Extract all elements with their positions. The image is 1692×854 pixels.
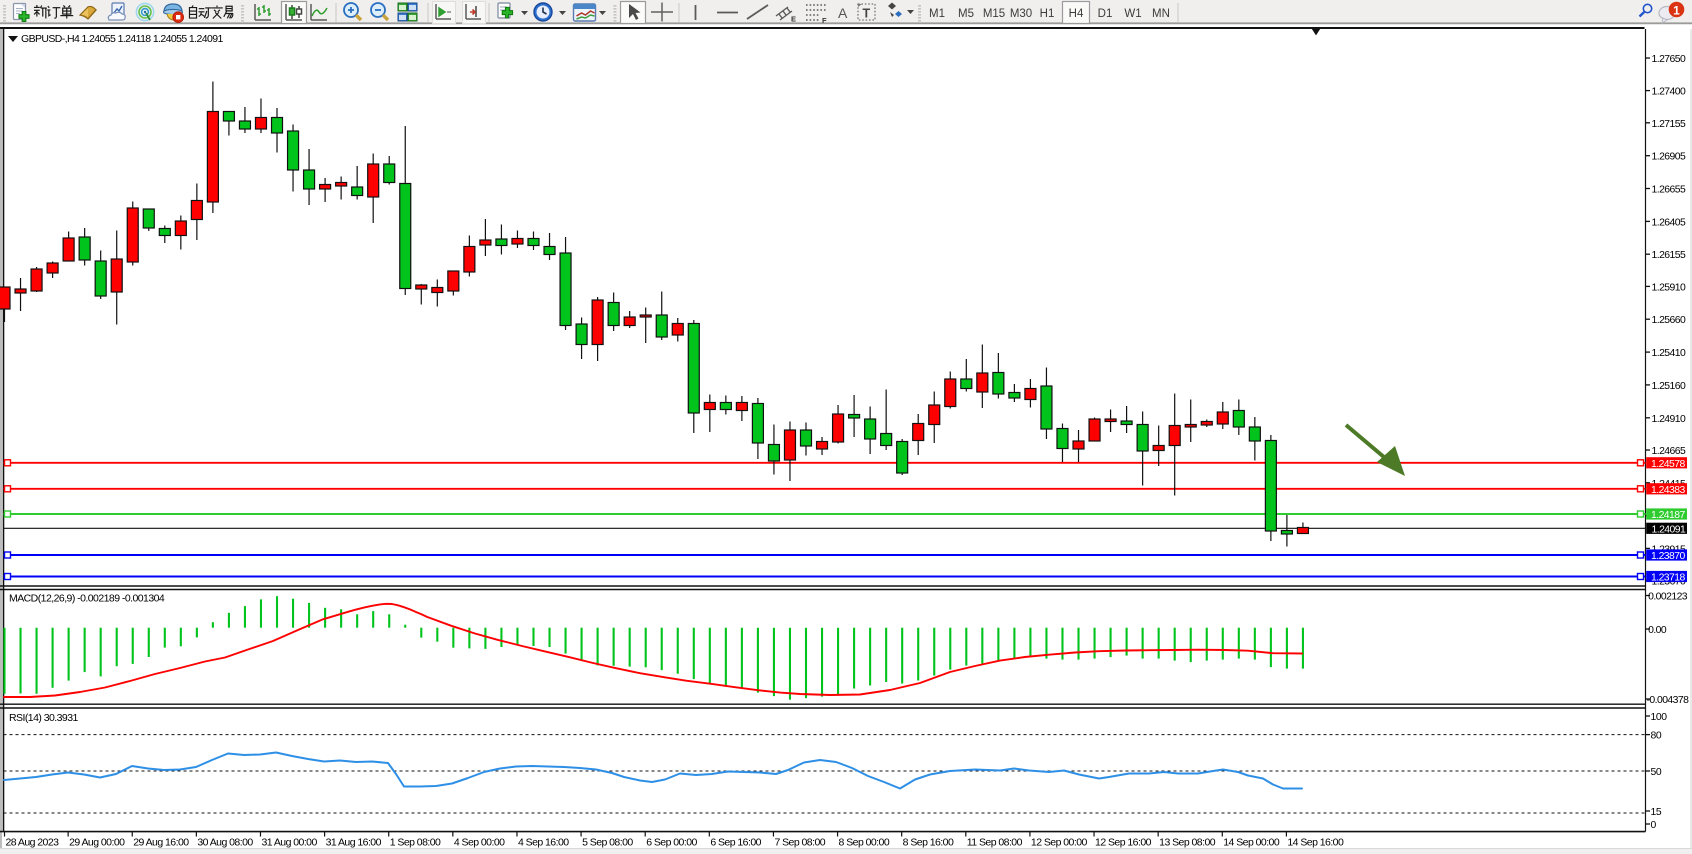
svg-text:1.26905: 1.26905 <box>1652 152 1686 163</box>
svg-text:11 Sep 08:00: 11 Sep 08:00 <box>967 837 1023 849</box>
svg-text:29 Aug 16:00: 29 Aug 16:00 <box>133 837 189 849</box>
svg-text:29 Aug 00:00: 29 Aug 00:00 <box>69 837 125 849</box>
svg-text:31 Aug 00:00: 31 Aug 00:00 <box>261 837 317 849</box>
svg-text:80: 80 <box>1651 731 1662 742</box>
svg-text:W1: W1 <box>1124 8 1141 20</box>
svg-text:100: 100 <box>1651 712 1668 723</box>
svg-text:1.26655: 1.26655 <box>1652 185 1686 196</box>
svg-text:5 Sep 08:00: 5 Sep 08:00 <box>582 837 633 849</box>
svg-text:1.24910: 1.24910 <box>1652 414 1686 425</box>
svg-text:A: A <box>838 5 848 21</box>
svg-text:1.25660: 1.25660 <box>1652 315 1686 326</box>
svg-text:D1: D1 <box>1098 8 1113 20</box>
svg-text:1.24578: 1.24578 <box>1651 459 1685 470</box>
svg-text:1.27400: 1.27400 <box>1652 87 1686 98</box>
svg-text:6 Sep 00:00: 6 Sep 00:00 <box>646 837 697 849</box>
svg-text:1.23870: 1.23870 <box>1651 551 1685 562</box>
svg-text:M15: M15 <box>983 8 1005 20</box>
svg-text:1.25410: 1.25410 <box>1652 348 1686 359</box>
svg-text:GBPUSD-,H4 1.24055 1.24118 1.: GBPUSD-,H4 1.24055 1.24118 1.24055 1.240… <box>21 33 223 45</box>
svg-text:15: 15 <box>1651 807 1662 818</box>
svg-text:7 Sep 08:00: 7 Sep 08:00 <box>774 837 825 849</box>
svg-text:1.24187: 1.24187 <box>1651 510 1685 521</box>
svg-text:0.00: 0.00 <box>1648 625 1667 636</box>
svg-text:M30: M30 <box>1010 8 1032 20</box>
svg-text:0: 0 <box>1651 820 1657 831</box>
svg-text:12 Sep 00:00: 12 Sep 00:00 <box>1031 837 1088 849</box>
svg-text:RSI(14) 30.3931: RSI(14) 30.3931 <box>9 712 79 724</box>
svg-text:4 Sep 16:00: 4 Sep 16:00 <box>518 837 569 849</box>
svg-text:T: T <box>863 7 871 21</box>
svg-text:1.27155: 1.27155 <box>1652 119 1686 130</box>
svg-text:1.26405: 1.26405 <box>1652 217 1686 228</box>
svg-text:12 Sep 16:00: 12 Sep 16:00 <box>1095 837 1152 849</box>
svg-text:1.25160: 1.25160 <box>1652 381 1686 392</box>
svg-text:MN: MN <box>1152 8 1170 20</box>
svg-text:1.26155: 1.26155 <box>1652 250 1686 261</box>
svg-text:50: 50 <box>1651 767 1662 778</box>
svg-text:1 Sep 08:00: 1 Sep 08:00 <box>390 837 441 849</box>
svg-text:4 Sep 00:00: 4 Sep 00:00 <box>454 837 505 849</box>
svg-text:30 Aug 08:00: 30 Aug 08:00 <box>197 837 253 849</box>
svg-text:0.002123: 0.002123 <box>1648 592 1688 603</box>
svg-text:H4: H4 <box>1069 8 1084 20</box>
svg-text:1.25910: 1.25910 <box>1652 282 1686 293</box>
svg-text:F: F <box>822 16 827 25</box>
svg-text:28 Aug 2023: 28 Aug 2023 <box>6 837 60 849</box>
svg-text:31 Aug 16:00: 31 Aug 16:00 <box>326 837 382 849</box>
svg-text:1: 1 <box>1673 4 1680 18</box>
svg-text:1.27650: 1.27650 <box>1652 54 1686 65</box>
svg-text:E: E <box>791 15 796 24</box>
svg-text:1.24091: 1.24091 <box>1652 524 1686 535</box>
svg-text:14 Sep 16:00: 14 Sep 16:00 <box>1287 837 1344 849</box>
svg-text:8 Sep 00:00: 8 Sep 00:00 <box>839 837 890 849</box>
svg-text:M5: M5 <box>958 8 974 20</box>
svg-text:M1: M1 <box>929 8 945 20</box>
svg-text:1.24383: 1.24383 <box>1651 485 1685 496</box>
svg-text:H1: H1 <box>1040 8 1055 20</box>
svg-text:13 Sep 08:00: 13 Sep 08:00 <box>1159 837 1216 849</box>
svg-text:14 Sep 00:00: 14 Sep 00:00 <box>1223 837 1280 849</box>
svg-text:MACD(12,26,9) -0.002189 -0.001: MACD(12,26,9) -0.002189 -0.001304 <box>9 593 165 605</box>
svg-text:-0.004378: -0.004378 <box>1647 695 1690 706</box>
svg-text:8 Sep 16:00: 8 Sep 16:00 <box>903 837 954 849</box>
svg-text:6 Sep 16:00: 6 Sep 16:00 <box>710 837 761 849</box>
svg-text:1.24665: 1.24665 <box>1652 446 1686 457</box>
svg-text:1.23718: 1.23718 <box>1651 573 1685 584</box>
